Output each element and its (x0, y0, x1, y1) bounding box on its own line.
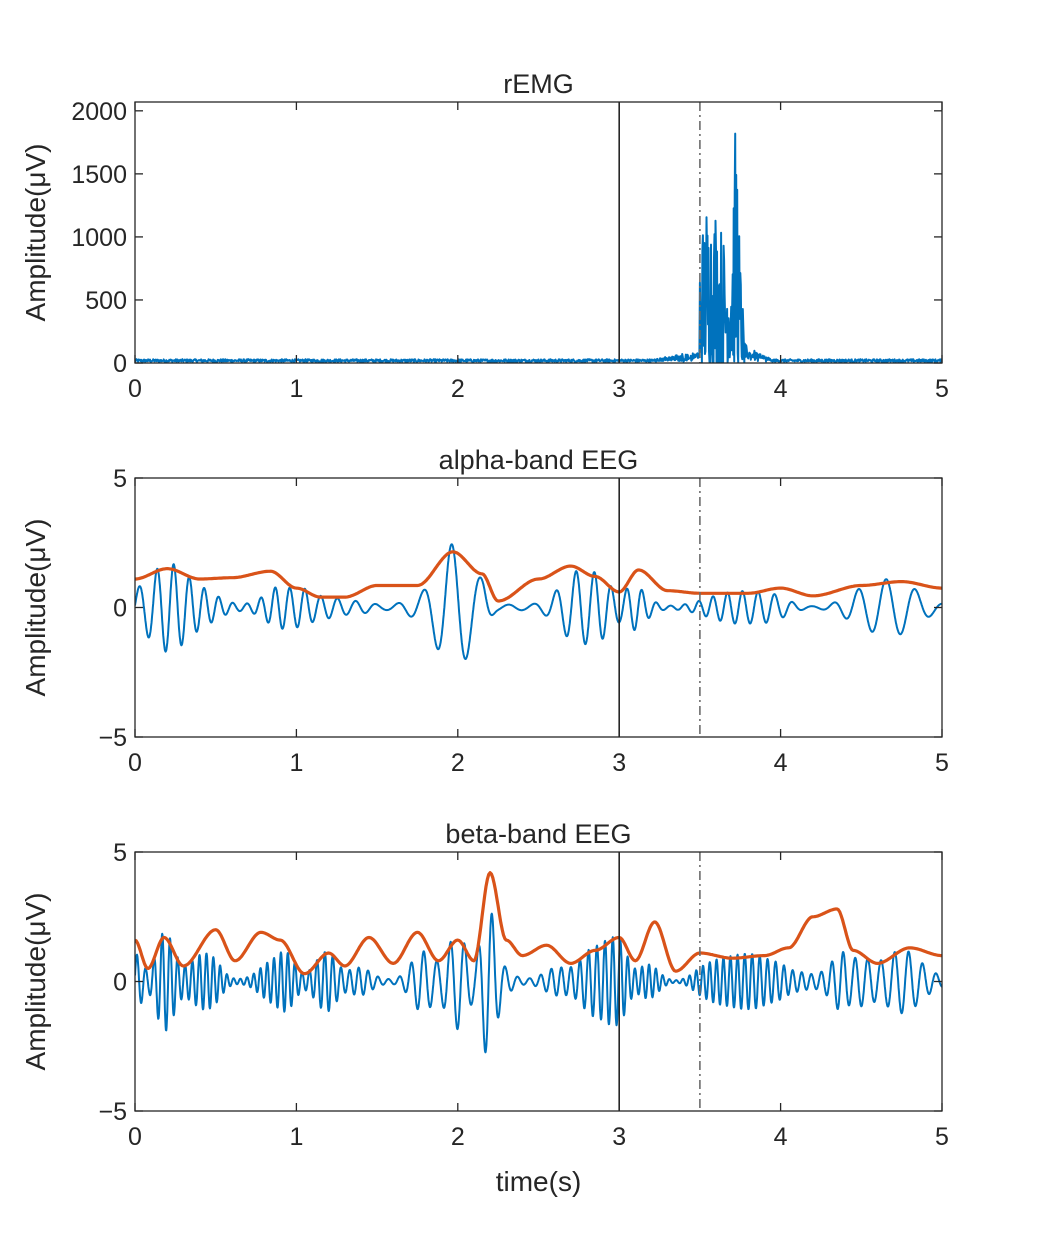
y-tick-label: 500 (85, 287, 127, 315)
plot-layer (135, 132, 942, 363)
x-tick-label: 5 (935, 749, 949, 777)
signal-series-line (135, 543, 942, 660)
panel-beta-eeg: beta-band EEG Amplitude(μV) time(s) 0 1 2 3… (20, 819, 949, 1197)
y-tick-label: 5 (113, 465, 127, 493)
x-axis-label: time(s) (496, 1166, 582, 1197)
envelope-series-line (135, 550, 942, 603)
x-tick-label: 3 (612, 1123, 626, 1151)
plot-layer (135, 871, 942, 1054)
y-tick-label: 0 (113, 595, 127, 623)
y-axis-label: Amplitude(μV) (20, 893, 51, 1071)
y-tick-label: 2000 (71, 98, 127, 126)
envelope-series-line (135, 871, 942, 976)
y-axis-label: Amplitude(μV) (20, 519, 51, 697)
x-tick-label: 2 (451, 375, 465, 403)
y-axis-label: Amplitude(μV) (20, 144, 51, 322)
axes-frame (134, 101, 943, 364)
plot-area (135, 102, 942, 363)
y-tick-label: 0 (113, 969, 127, 997)
x-tick-label: 4 (774, 749, 788, 777)
x-tick-label: 2 (451, 749, 465, 777)
x-tick-label: 1 (289, 375, 303, 403)
y-tick-label: 1500 (71, 161, 127, 189)
x-tick-label: 4 (774, 375, 788, 403)
x-tick-label: 0 (128, 749, 142, 777)
x-tick-label: 3 (612, 375, 626, 403)
y-tick-label: 5 (113, 839, 127, 867)
x-tick-label: 3 (612, 749, 626, 777)
y-tick-label: 0 (113, 350, 127, 378)
x-tick-label: 1 (289, 1123, 303, 1151)
panel-alpha-eeg: alpha-band EEG Amplitude(μV) 0 1 2 3 4 5−505 (20, 445, 949, 777)
x-tick-label: 1 (289, 749, 303, 777)
x-tick-label: 4 (774, 1123, 788, 1151)
signal-series-line (135, 912, 942, 1054)
panel-remg: rEMG Amplitude(μV) 0 1 2 3 4 5 0 500 1000 1500 200… (20, 69, 949, 403)
signal-series-line (135, 132, 942, 363)
x-tick-label: 5 (935, 375, 949, 403)
panel-title: alpha-band EEG (439, 445, 639, 475)
y-tick-label: −5 (98, 1098, 127, 1126)
panel-title: beta-band EEG (445, 819, 631, 849)
y-tick-label: 1000 (71, 224, 127, 252)
x-tick-label: 0 (128, 375, 142, 403)
x-tick-label: 2 (451, 1123, 465, 1151)
x-tick-label: 0 (128, 1123, 142, 1151)
plot-area (135, 478, 942, 737)
x-tick-label: 5 (935, 1123, 949, 1151)
y-tick-label: −5 (98, 724, 127, 752)
panel-title: rEMG (503, 69, 574, 99)
plot-layer (135, 543, 942, 660)
